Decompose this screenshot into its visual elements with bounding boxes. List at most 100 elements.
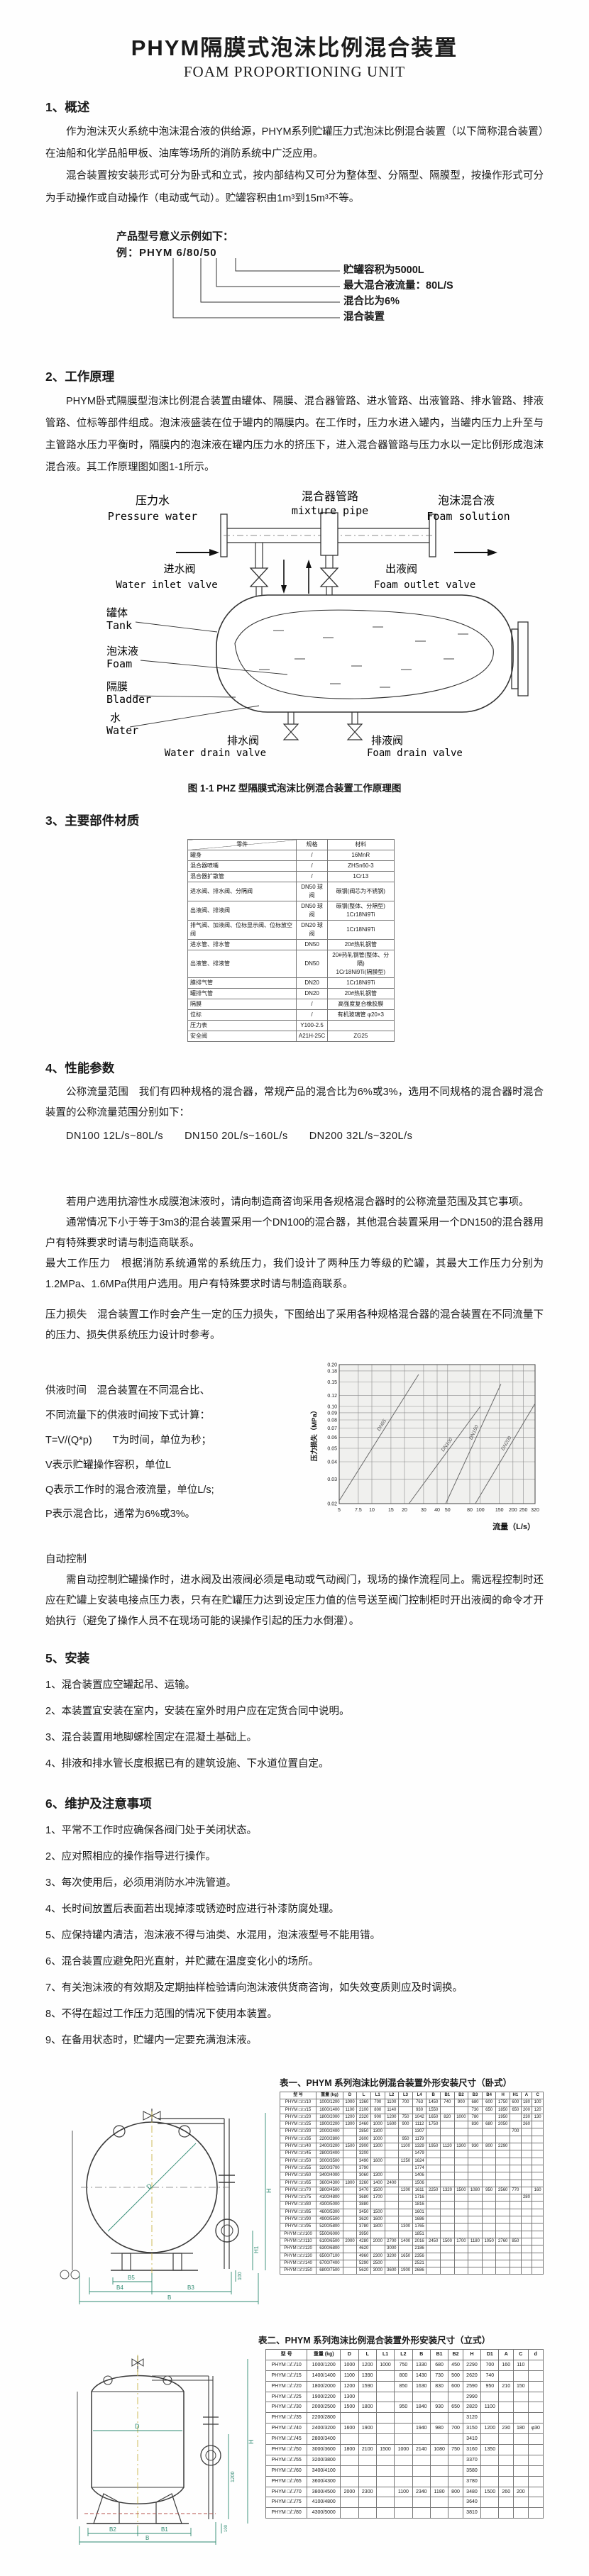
dim-label-100: 100 bbox=[224, 2524, 229, 2532]
table-row: PHYM □/□/25 1900/2200 1300 2460 1000 1600 900 1… bbox=[279, 2121, 544, 2129]
table-row: 隔膜 / 高强度复合橡胶膜 bbox=[187, 999, 395, 1011]
column-header: B bbox=[426, 2091, 441, 2100]
data-table: 零件 规格 材料 罐身/16MnR 混合器喷嘴 / ZHSn60-3 混合器扩散管/1Cr13… bbox=[187, 839, 395, 1043]
bladder-label-cn: 隔膜 bbox=[106, 681, 128, 693]
table-row: PHYM □/□/70 3800/4500 3470 1500 1200 1611 2250… bbox=[279, 2186, 544, 2195]
list-item: 贮罐容积为5000L bbox=[343, 264, 424, 276]
section1-paragraph: 混合装置按安装形式可分为卧式和立式，按内部结构又可分为整体型、分隔型、隔膜型，按… bbox=[45, 170, 544, 204]
inlet-valve-symbol bbox=[249, 567, 269, 588]
list-item: 混合装置 bbox=[343, 311, 385, 323]
water-drain-valve-label-en: Water drain valve bbox=[165, 748, 266, 758]
mixture-pipe-label-cn: 混合器管路 bbox=[302, 490, 358, 503]
svg-text:0.02: 0.02 bbox=[327, 1502, 337, 1507]
svg-text:80: 80 bbox=[467, 1508, 473, 1513]
table-row: 安全阀 A21H-25C ZG25 bbox=[187, 1031, 395, 1043]
data-table: 型 号重量 (kg) D L L1 L2 L3 L4 B B1 B2 B3 B4 H H1 A C PHYM □… bbox=[279, 2091, 544, 2275]
table-row: PHYM □/□/75 4100/4800 3640 bbox=[265, 2497, 544, 2509]
dim-label-B4: B4 bbox=[116, 2284, 123, 2291]
table-row: PHYM □/□/65 3600/4300 3780 bbox=[265, 2475, 544, 2487]
table-row: 进水管、排水管 DN50 20#热轧钢管 bbox=[187, 939, 395, 951]
mixer-body bbox=[320, 512, 338, 557]
table-row: PHYM □/□/130 6500/7100 4960 2300 3200 1650 235… bbox=[279, 2252, 544, 2260]
model-legend-example: 例：PHYM 6/80/50 bbox=[116, 246, 217, 259]
tank-label-cn: 罐体 bbox=[106, 607, 128, 619]
table-row: PHYM □/□/100 5500/6000 3950 1851 bbox=[279, 2230, 544, 2238]
list-item: 8、不得在超过工作压力范围的情况下使用本装置。 bbox=[45, 2009, 278, 2021]
table-row: PHYM □/□/85 4600/5300 3450 1500 1601 bbox=[279, 2208, 544, 2217]
column-header: A bbox=[520, 2091, 533, 2100]
dim-label-B: B bbox=[145, 2535, 149, 2541]
column-header: 型 号 bbox=[265, 2348, 308, 2360]
table-row: PHYM □/□/50 3000/3500 3490 1600 1250 1624 bbox=[279, 2157, 544, 2165]
water-label-cn: 水 bbox=[110, 712, 121, 724]
table-row: 进水阀、排水阀、分隔阀 DN50 球阀 碳钢(阀芯为不锈钢) bbox=[187, 882, 395, 902]
table-row: PHYM □/□/80 4300/5000 3880 1816 bbox=[279, 2201, 544, 2209]
pressure-water-label-cn: 压力水 bbox=[136, 494, 170, 507]
svg-text:15: 15 bbox=[388, 1508, 394, 1513]
svg-text:0.12: 0.12 bbox=[327, 1394, 337, 1399]
list-item: 5、应保持罐内清洁，泡沫液不得与油类、水混用，泡沫液型号不能用错。 bbox=[45, 1930, 381, 1942]
table-row: PHYM □/□/10 1000/1200 1000 1360 700 1100 700 76… bbox=[279, 2099, 544, 2107]
list-item: 供液时间 混合装置在不同混合比、 bbox=[45, 1385, 210, 1397]
table-row: PHYM □/□/35 2200/2800 3120 bbox=[265, 2412, 544, 2424]
table-row: 出液阀、排液阀 DN50 球阀 碳钢(整体、分隔型) 1Cr18Ni9Ti bbox=[187, 901, 395, 921]
table-row: PHYM □/□/40 2400/3200 1600 1900 1940 980 700 31… bbox=[265, 2423, 544, 2435]
water-drain-valve-label-cn: 排水阀 bbox=[227, 735, 259, 747]
table-row: 位标 / 有机玻璃管 φ20×3 bbox=[187, 1009, 395, 1021]
list-item: T=V/(Q*p) T为时间，单位为秒； bbox=[45, 1434, 212, 1446]
column-header: L bbox=[356, 2091, 371, 2100]
table-row: PHYM □/□/40 2400/3200 1500 2900 1300 1100 1329… bbox=[279, 2143, 544, 2151]
bladder-outline bbox=[234, 609, 494, 700]
tank-label-en: Tank bbox=[106, 619, 132, 632]
supply-time-text: 供液时间 混合装置在不同混合比、 不同流量下的供液时间按下式计算： T=V/(Q*p… bbox=[45, 1353, 309, 1537]
list-item: 6、混合装置应避免阳光直射，并贮藏在温度变化小的场所。 bbox=[45, 1956, 319, 1968]
column-header: L2 bbox=[394, 2348, 413, 2360]
table-row: PHYM □/□/75 4100/4800 3680 1700 1716 280 bbox=[279, 2194, 544, 2202]
list-item: 1、平常不工作时应确保各阀门处于关闭状态。 bbox=[45, 1825, 258, 1837]
tank-shell bbox=[216, 594, 514, 714]
pressure-loss-paragraph: 压力损失 混合装置工作时会产生一定的压力损失，下图给出了采用各种规格混合器的混合… bbox=[45, 1309, 544, 1342]
table-row: 罐排气管 DN20 20#热轧钢管 bbox=[187, 988, 395, 1000]
list-item: 2、应对照相应的操作指导进行操作。 bbox=[45, 1851, 216, 1863]
svg-text:0.05: 0.05 bbox=[327, 1447, 337, 1452]
svg-text:0.15: 0.15 bbox=[327, 1380, 337, 1385]
column-header: D bbox=[340, 2348, 359, 2360]
foam-label-cn: 泡沫液 bbox=[106, 645, 138, 657]
max-pressure-paragraph: 最大工作压力 根据消防系统通常的系统压力，我们设计了两种压力等级的贮罐，其最大工… bbox=[45, 1258, 544, 1291]
pressure-loss-chart: 5 7.5 10 15 20 30 40 50 80 100 150 200 250 320 0.02 0.0… bbox=[309, 1353, 544, 1537]
column-header: H bbox=[495, 2091, 511, 2100]
table-row: PHYM □/□/20 1800/2000 1200 2320 900 1200 750 10… bbox=[279, 2113, 544, 2122]
section1-paragraph: 作为泡沫灭火系统中泡沫混合液的供给源，PHYM系列贮罐压力式泡沫比例混合装置（以… bbox=[45, 126, 544, 160]
list-item: 3、混合装置用地脚螺栓固定在混凝土基础上。 bbox=[45, 1732, 258, 1744]
table-row: 排气阀、加液阀、位标显示阀、位标放空阀 DN20 球阀 1Cr18Ni9Ti bbox=[187, 920, 395, 940]
installation-list: 1、混合装置应空罐起吊、运输。 2、本装置宜安装在室内，安装在室外时用户应在定货合… bbox=[45, 1672, 544, 1777]
column-header: C bbox=[532, 2091, 544, 2100]
section4-heading: 4、性能参数 bbox=[45, 1061, 115, 1076]
svg-text:0.09: 0.09 bbox=[327, 1411, 337, 1416]
table-row: 压力表 Y100-2.5 bbox=[187, 1020, 395, 1032]
nominal-flow-paragraph: 公称流量范围 我们有四种规格的混合器，常规产品的混合比为6%或3%，选用不同规格… bbox=[45, 1087, 544, 1119]
flow-arrow-out bbox=[488, 549, 497, 557]
column-header: B2 bbox=[448, 2348, 463, 2360]
foam-drain-valve-symbol bbox=[346, 723, 363, 740]
tank-schematic-drawing: 压力水 Pressure water 混合器管路 mixture pipe 泡沫… bbox=[106, 490, 529, 759]
table2-caption: 表二、PHYM 系列泡沫比例混合装置外形安装尺寸（立式） bbox=[258, 2335, 491, 2345]
column-header: L bbox=[358, 2348, 377, 2360]
model-number-legend: 产品型号意义示例如下： 例：PHYM 6/80/50 贮罐容积为5000L 最大混… bbox=[116, 228, 544, 350]
table-row: PHYM □/□/120 6300/6800 4620 3000 2186 bbox=[279, 2245, 544, 2253]
bladder-label-en: Bladder bbox=[106, 693, 151, 706]
table-row: PHYM □/□/35 2200/2800 2600 1000 950 1179 bbox=[279, 2135, 544, 2144]
section3-heading: 3、主要部件材质 bbox=[45, 814, 140, 828]
table-row: 罐身/16MnR bbox=[187, 850, 395, 862]
dim-label-H: H bbox=[265, 2188, 273, 2193]
foam-solution-label-en: Foam solution bbox=[426, 510, 510, 523]
svg-text:30: 30 bbox=[421, 1508, 426, 1513]
model-legend-intro: 产品型号意义示例如下： bbox=[116, 230, 234, 243]
list-item: 3、每次使用后，必须用消防水冲洗管道。 bbox=[45, 1877, 237, 1889]
list-item: V表示贮罐操作容积，单位L bbox=[45, 1459, 172, 1471]
table-row: 混合器扩散管/1Cr13 bbox=[187, 871, 395, 883]
column-header: D1 bbox=[480, 2348, 500, 2360]
svg-text:0.06: 0.06 bbox=[327, 1436, 337, 1440]
svg-text:压力损失（MPa）: 压力损失（MPa） bbox=[310, 1407, 319, 1462]
column-header: B2 bbox=[453, 2091, 469, 2100]
